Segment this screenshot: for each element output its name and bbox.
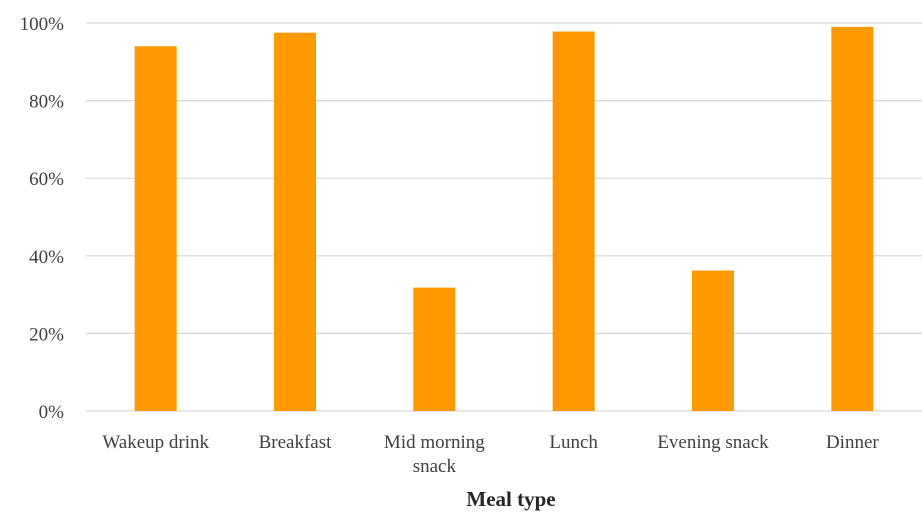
y-tick-label: 60% — [29, 169, 64, 190]
x-category-label: Dinner — [826, 432, 879, 453]
x-category-label: Wakeup drink — [102, 432, 209, 453]
x-axis-categories: Wakeup drink Breakfast Mid morning snack Lun… — [102, 432, 879, 477]
x-category-label: Lunch — [549, 432, 598, 453]
x-axis-title: Meal type — [466, 487, 555, 511]
bars — [134, 26, 874, 411]
x-category-label: Breakfast — [259, 432, 333, 453]
grid-lines — [86, 22, 922, 412]
y-tick-label: 40% — [29, 247, 64, 268]
bar — [692, 270, 734, 411]
bar — [134, 46, 177, 411]
bar — [274, 32, 316, 411]
y-tick-label: 20% — [29, 324, 64, 345]
y-tick-label: 0% — [39, 402, 65, 423]
bar — [831, 26, 874, 411]
y-axis-ticks: 0% 20% 40% 60% 80% 100% — [20, 14, 65, 423]
y-tick-label: 100% — [20, 14, 65, 35]
bar — [413, 287, 456, 411]
bar — [552, 31, 595, 411]
x-category-label: Mid morning snack — [384, 432, 485, 477]
x-category-label: Evening snack — [657, 432, 769, 453]
y-tick-label: 80% — [29, 92, 64, 113]
